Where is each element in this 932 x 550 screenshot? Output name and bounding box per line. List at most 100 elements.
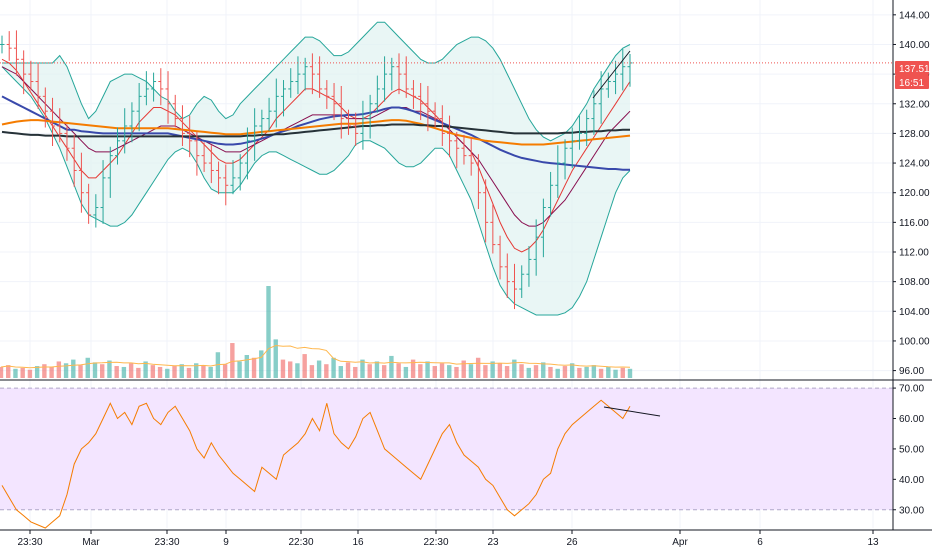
price-tick-label: 100.00	[899, 336, 930, 347]
time-tick-label: 22:30	[288, 537, 313, 548]
volume-bar	[121, 366, 127, 378]
volume-ma-line	[0, 344, 631, 369]
volume-bar	[309, 365, 315, 378]
volume-bar	[237, 361, 242, 378]
ohlc-bar	[302, 57, 308, 91]
rsi-tick-label: 30.00	[899, 505, 924, 516]
ohlc-bar	[620, 48, 626, 91]
volume-bar	[0, 366, 4, 378]
volume-bar	[157, 366, 163, 378]
ohlc-bar	[569, 127, 575, 169]
volume-bar	[27, 369, 33, 378]
ohlc-bar	[331, 83, 337, 121]
volume-bar	[627, 368, 633, 378]
volume-bar	[49, 366, 54, 378]
volume-bars	[0, 286, 633, 378]
price-tick-label: 144.00	[899, 10, 930, 21]
time-tick-label: Mar	[82, 537, 100, 548]
ohlc-bar	[410, 80, 416, 109]
volume-bar	[259, 350, 264, 378]
volume-bar	[324, 364, 329, 378]
volume-bar	[598, 368, 604, 378]
ma-line	[1, 95, 630, 171]
price-trend-line[interactable]	[592, 50, 631, 99]
volume-bar	[541, 362, 546, 378]
volume-bar	[374, 361, 380, 378]
ohlc-bar	[281, 80, 287, 117]
ohlc-bar	[179, 105, 185, 147]
volume-bar	[85, 357, 90, 378]
rsi-trend-line[interactable]	[603, 406, 661, 417]
volume-bar	[71, 359, 76, 378]
bollinger-band-fill	[2, 22, 630, 315]
last-price-tag: 137.51 16:51	[895, 61, 930, 89]
volume-bar	[526, 367, 531, 378]
ohlc-bar	[540, 198, 546, 258]
volume-bar	[172, 366, 177, 378]
ohlc-bar	[6, 31, 12, 61]
volume-bar	[56, 361, 62, 378]
rsi-tick-label: 60.00	[899, 414, 924, 425]
volume-bar	[222, 364, 228, 378]
volume-bar	[13, 368, 18, 378]
ohlc-bar	[158, 68, 164, 106]
volume-bar	[512, 359, 517, 378]
price-tick-label: 120.00	[899, 188, 930, 199]
volume-bar	[403, 366, 409, 378]
time-axis[interactable]: 23:30 Mar 23:30 9 22:30 16 22:30 23 26 Apr 6 13	[17, 530, 879, 548]
volume-bar	[186, 367, 192, 378]
ohlc-bar	[584, 109, 590, 147]
ohlc-bar	[151, 72, 157, 102]
ohlc-bar	[483, 179, 489, 243]
volume-bar	[63, 363, 69, 378]
price-tick-label: 108.00	[899, 277, 930, 288]
volume-bar	[606, 366, 611, 378]
volume-bar	[150, 365, 156, 378]
rsi-tick-label: 50.00	[899, 444, 924, 455]
moving-average-lines	[1, 58, 631, 253]
ohlc-bar	[129, 102, 135, 143]
ohlc-bar	[78, 152, 84, 213]
ohlc-bar	[360, 100, 366, 150]
volume-bar	[447, 365, 452, 378]
ohlc-bar	[504, 253, 510, 298]
volume-bar	[230, 343, 235, 378]
ohlc-bar	[288, 68, 294, 98]
ohlc-bar	[230, 160, 236, 195]
volume-bar	[34, 366, 40, 378]
ohlc-bar	[533, 219, 539, 276]
volume-bar	[519, 364, 524, 378]
time-tick-label: 13	[867, 537, 879, 548]
volume-bar	[367, 364, 372, 378]
ohlc-bar	[42, 87, 48, 128]
ohlc-bar	[454, 131, 460, 169]
ohlc-bar	[93, 194, 99, 228]
volume-bar	[338, 366, 344, 378]
ohlc-bar	[353, 112, 359, 147]
rsi-tick-label: 40.00	[899, 475, 924, 486]
volume-bar	[194, 363, 199, 378]
volume-bar	[353, 366, 358, 378]
time-tick-label: 22:30	[423, 537, 448, 548]
ohlc-bar	[172, 94, 178, 128]
ohlc-bar	[468, 137, 474, 176]
volume-bar	[280, 359, 286, 378]
ohlc-bar	[187, 115, 193, 158]
ohlc-bar	[548, 171, 554, 217]
ohlc-bar	[50, 97, 56, 147]
volume-bar	[490, 361, 495, 378]
volume-bar	[251, 357, 257, 378]
ohlc-bar	[519, 265, 525, 298]
price-tick-label: 112.00	[899, 248, 929, 259]
ohlc-bar	[208, 145, 214, 184]
ohlc-bar	[497, 235, 503, 280]
rsi-axis[interactable]: 70.00 60.00 50.00 40.00 30.00	[893, 384, 924, 517]
price-axis[interactable]: 144.00140.00136.00132.00128.00124.00120.…	[893, 10, 930, 377]
rsi-tick-label: 70.00	[899, 384, 924, 395]
volume-bar	[591, 365, 597, 378]
volume-bar	[302, 354, 307, 378]
ohlc-bar	[605, 72, 611, 98]
countdown-label: 16:51	[899, 78, 924, 89]
volume-bar	[287, 361, 293, 378]
